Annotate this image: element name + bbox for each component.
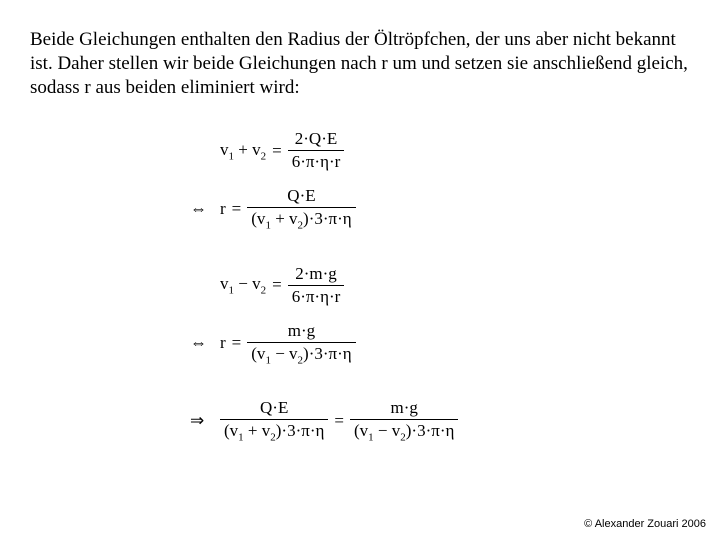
eq3-op: −: [234, 274, 252, 293]
iff-arrow: ⇔: [190, 199, 220, 219]
equation-1: v1 + v2 = 2·Q·E 6·π·η·r: [190, 129, 690, 172]
equals-sign: =: [266, 141, 288, 161]
equations-block: v1 + v2 = 2·Q·E 6·π·η·r ⇔ r = Q·E (v1 + …: [190, 129, 690, 443]
implies-arrow: ⇒: [190, 411, 220, 431]
eq3-numerator: 2·m·g: [288, 264, 345, 285]
eq5-left-numerator: Q·E: [220, 398, 328, 419]
eq1-v2: v: [252, 140, 261, 159]
eq5-right-denominator: (v1 − v2)·3·π·η: [350, 419, 458, 443]
eq1-denominator: 6·π·η·r: [288, 150, 345, 172]
eq3-denominator: 6·π·η·r: [288, 285, 345, 307]
equals-sign: =: [266, 275, 288, 295]
equation-3: v1 − v2 = 2·m·g 6·π·η·r: [190, 264, 690, 307]
eq5-right-numerator: m·g: [350, 398, 458, 419]
equals-sign: =: [226, 333, 248, 353]
eq4-numerator: m·g: [247, 321, 355, 342]
equation-4: ⇔ r = m·g (v1 − v2)·3·π·η: [190, 321, 690, 366]
copyright-footer: © Alexander Zouari 2006: [584, 518, 706, 530]
eq1-numerator: 2·Q·E: [288, 129, 345, 150]
eq5-left-denominator: (v1 + v2)·3·π·η: [220, 419, 328, 443]
equation-2: ⇔ r = Q·E (v1 + v2)·3·π·η: [190, 186, 690, 231]
eq3-v1: v: [220, 274, 229, 293]
eq1-v1: v: [220, 140, 229, 159]
equation-5: ⇒ Q·E (v1 + v2)·3·π·η = m·g (v1 − v2)·3·…: [190, 398, 690, 443]
eq3-v2: v: [252, 274, 261, 293]
intro-paragraph: Beide Gleichungen enthalten den Radius d…: [30, 28, 690, 99]
equals-sign: =: [226, 199, 248, 219]
eq2-denominator: (v1 + v2)·3·π·η: [247, 207, 355, 231]
iff-arrow: ⇔: [190, 333, 220, 353]
equals-sign: =: [328, 411, 350, 431]
eq2-numerator: Q·E: [247, 186, 355, 207]
eq1-op: +: [234, 140, 252, 159]
eq4-denominator: (v1 − v2)·3·π·η: [247, 342, 355, 366]
